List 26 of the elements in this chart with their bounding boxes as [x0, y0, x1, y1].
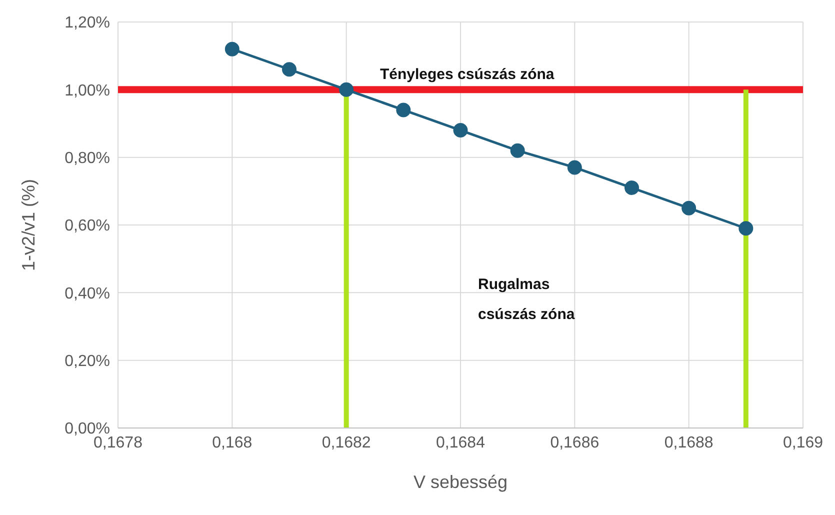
point	[396, 102, 411, 118]
annotation: Rugalmas csúszás zóna	[478, 275, 575, 325]
x-tick-label: 0,168	[212, 434, 252, 452]
point	[339, 82, 354, 97]
y-axis-title: 1-v2/v1 (%)	[18, 178, 38, 272]
x-tick-label: 0,1684	[436, 434, 486, 452]
point	[510, 143, 525, 158]
y-tick-label: 0,60%	[64, 218, 110, 235]
point	[682, 200, 696, 216]
point	[224, 42, 240, 56]
y-tick-label: 0,80%	[64, 150, 110, 168]
y-tick-label: 0,20%	[64, 353, 110, 370]
x-axis-title: V sebesség	[413, 472, 508, 492]
point	[624, 180, 639, 196]
point	[282, 62, 296, 77]
y-tick-label: 1,20%	[64, 14, 110, 32]
point	[453, 123, 468, 138]
y-tick-label: 1,00%	[64, 82, 110, 100]
x-tick-label: 0,169	[782, 434, 824, 452]
x-tick-label: 0,1682	[322, 434, 371, 452]
y-tick-label: 0,40%	[64, 285, 110, 302]
x-tick-label: 0,1686	[550, 434, 600, 452]
point	[738, 221, 754, 236]
annotation: Tényleges csúszás zóna	[380, 65, 554, 85]
x-tick-label: 0,1688	[664, 434, 714, 452]
point	[567, 160, 582, 175]
